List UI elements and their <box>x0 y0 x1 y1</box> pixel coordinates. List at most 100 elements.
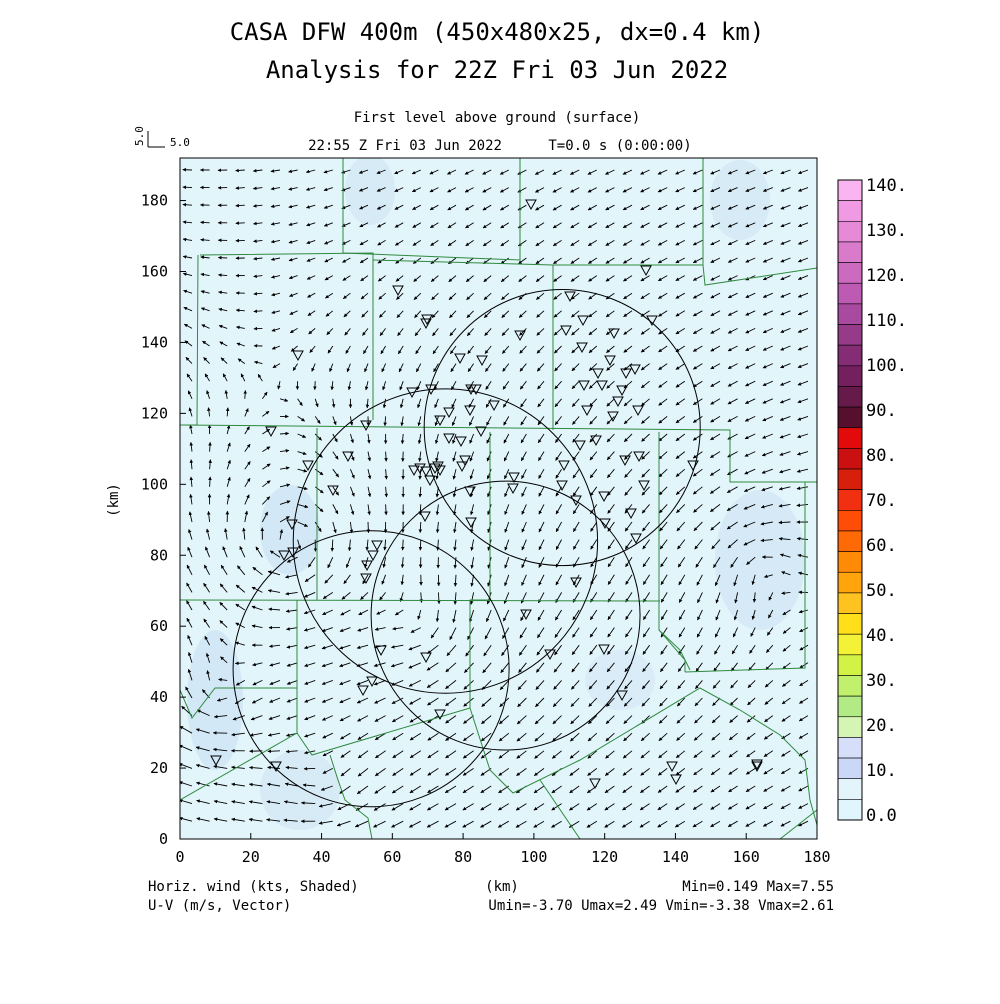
y-tick-label: 180 <box>141 192 168 210</box>
valid-time: 22:55 Z Fri 03 Jun 2022 <box>308 138 502 154</box>
colorbar-swatch <box>838 469 862 490</box>
colorbar-swatch <box>838 490 862 511</box>
wind-vector <box>210 477 211 487</box>
reference-vector: 5.0 5.0 <box>133 126 190 149</box>
x-axis-unit-label: (km) <box>485 879 519 895</box>
wind-vector <box>420 522 421 533</box>
colorbar-label: 130. <box>866 221 907 241</box>
colorbar-label: 20. <box>866 716 897 736</box>
wind-vector <box>403 540 404 551</box>
colorbar-swatch <box>838 593 862 614</box>
colorbar-swatch <box>838 304 862 325</box>
colorbar-swatch <box>838 758 862 779</box>
colorbar-swatch <box>838 180 862 201</box>
x-tick-label: 60 <box>383 848 401 866</box>
x-tick-label: 160 <box>733 848 760 866</box>
colorbar-swatch <box>838 717 862 738</box>
footer-shading-label: Horiz. wind (kts, Shaded) <box>148 879 359 895</box>
colorbar-swatch <box>838 428 862 449</box>
wind-vector <box>245 390 246 398</box>
colorbar-swatch <box>838 201 862 222</box>
wind-vector <box>236 223 245 224</box>
y-tick-label: 160 <box>141 263 168 281</box>
colorbar-label: 70. <box>866 491 897 511</box>
x-tick-label: 80 <box>454 848 472 866</box>
field-minmax: Min=0.149 Max=7.55 <box>682 879 834 895</box>
colorbar-swatch <box>838 221 862 242</box>
shade-patch <box>260 485 320 575</box>
colorbar-label: 60. <box>866 536 897 556</box>
shade-patch <box>585 650 655 710</box>
ref-vector-label: 5.0 <box>170 136 190 149</box>
colorbar-swatch <box>838 779 862 800</box>
colorbar-swatch <box>838 366 862 387</box>
colorbar-swatch <box>838 531 862 552</box>
colorbar-swatch <box>838 634 862 655</box>
colorbar-swatch <box>838 283 862 304</box>
chart-subtitle: First level above ground (surface) <box>354 110 641 126</box>
x-tick-label: 100 <box>520 848 547 866</box>
y-axis: 0 20 40 60 80 100 120 140 160 180 <box>141 192 186 848</box>
uv-range: Umin=-3.70 Umax=2.49 Vmin=-3.38 Vmax=2.6… <box>488 898 834 914</box>
x-tick-label: 140 <box>662 848 689 866</box>
colorbar-swatch <box>838 510 862 531</box>
colorbar-swatch <box>838 407 862 428</box>
colorbar-swatch <box>838 552 862 573</box>
colorbar-swatch <box>838 386 862 407</box>
colorbar-label: 140. <box>866 176 907 196</box>
shade-patch <box>345 155 395 225</box>
y-tick-label: 40 <box>150 688 168 706</box>
shade-patch <box>710 160 770 240</box>
colorbar-label: 30. <box>866 671 897 691</box>
wind-vector <box>210 442 211 451</box>
colorbar-label: 110. <box>866 311 907 331</box>
colorbar-swatch <box>838 614 862 635</box>
colorbar-swatch <box>838 345 862 366</box>
wind-vector <box>236 205 245 206</box>
y-tick-label: 60 <box>150 617 168 635</box>
colorbar-label: 50. <box>866 581 897 601</box>
colorbar-swatch <box>838 325 862 346</box>
y-tick-label: 120 <box>141 404 168 422</box>
footer-vector-label: U-V (m/s, Vector) <box>148 898 291 914</box>
colorbar-swatch <box>838 696 862 717</box>
colorbar-swatch <box>838 448 862 469</box>
y-tick-label: 0 <box>159 830 168 848</box>
wind-vector <box>183 187 192 188</box>
colorbar-swatch <box>838 737 862 758</box>
y-tick-label: 140 <box>141 333 168 351</box>
plot-area <box>179 155 817 839</box>
wind-vector <box>386 504 387 514</box>
wind-vector <box>268 751 280 752</box>
chart-title-line1: CASA DFW 400m (450x480x25, dx=0.4 km) <box>230 18 765 46</box>
colorbar: 140. 130. 120. 110. 100. 90. 80. 70. 60. 50. 40. 30… <box>838 176 907 826</box>
x-tick-label: 40 <box>313 848 331 866</box>
colorbar-swatch <box>838 572 862 593</box>
shade-patch <box>715 490 805 630</box>
colorbar-label: 40. <box>866 626 897 646</box>
colorbar-swatch <box>838 263 862 284</box>
wind-vector <box>420 540 421 551</box>
ref-vector-vertical-label: 5.0 <box>133 126 146 146</box>
y-tick-label: 20 <box>150 759 168 777</box>
colorbar-label: 100. <box>866 356 907 376</box>
colorbar-swatch <box>838 655 862 676</box>
colorbar-label: 80. <box>866 446 897 466</box>
colorbar-label: 120. <box>866 266 907 286</box>
x-tick-label: 120 <box>591 848 618 866</box>
wind-vector <box>201 222 210 223</box>
colorbar-swatch <box>838 799 862 820</box>
colorbar-label: 10. <box>866 761 897 781</box>
colorbar-label: 90. <box>866 401 897 421</box>
x-tick-label: 20 <box>242 848 260 866</box>
chart-title-line2: Analysis for 22Z Fri 03 Jun 2022 <box>266 56 728 84</box>
forecast-time: T=0.0 s (0:00:00) <box>548 138 691 154</box>
wind-vector <box>386 452 387 462</box>
x-tick-label: 0 <box>175 848 184 866</box>
colorbar-swatch <box>838 675 862 696</box>
x-tick-label: 180 <box>803 848 830 866</box>
y-tick-label: 80 <box>150 546 168 564</box>
colorbar-swatch <box>838 242 862 263</box>
y-tick-label: 100 <box>141 475 168 493</box>
